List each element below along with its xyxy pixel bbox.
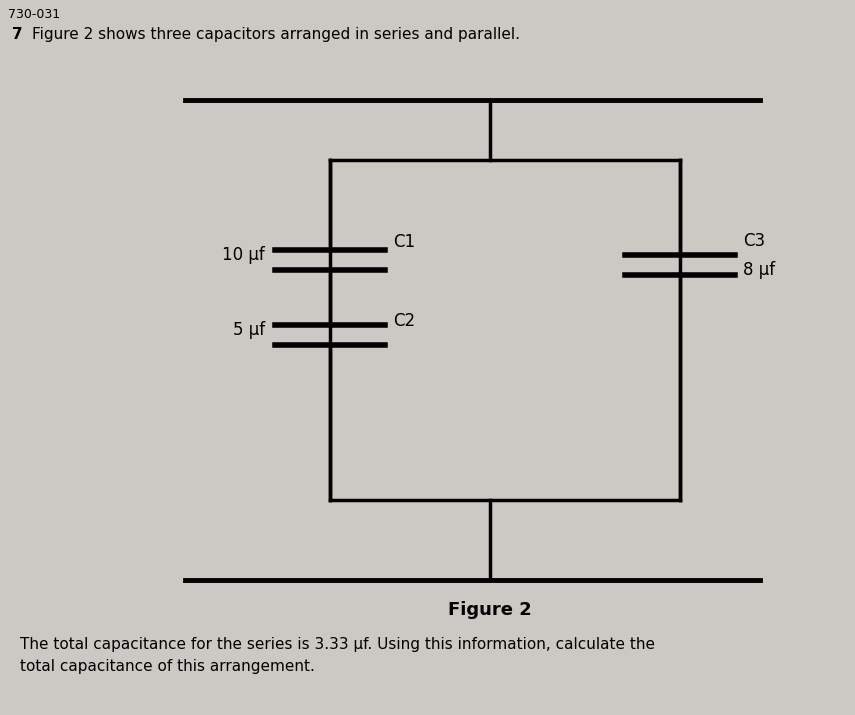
Text: 8 μf: 8 μf	[743, 261, 775, 279]
Text: C1: C1	[393, 233, 416, 251]
Text: Figure 2: Figure 2	[448, 601, 532, 619]
Text: 7: 7	[12, 27, 22, 42]
Text: C3: C3	[743, 232, 765, 250]
Text: C2: C2	[393, 312, 416, 330]
Text: The total capacitance for the series is 3.33 μf. Using this information, calcula: The total capacitance for the series is …	[20, 637, 655, 674]
Text: 5 μf: 5 μf	[233, 321, 265, 339]
Text: Figure 2 shows three capacitors arranged in series and parallel.: Figure 2 shows three capacitors arranged…	[32, 27, 520, 42]
Text: 730-031: 730-031	[8, 8, 60, 21]
Text: 10 μf: 10 μf	[222, 246, 265, 264]
